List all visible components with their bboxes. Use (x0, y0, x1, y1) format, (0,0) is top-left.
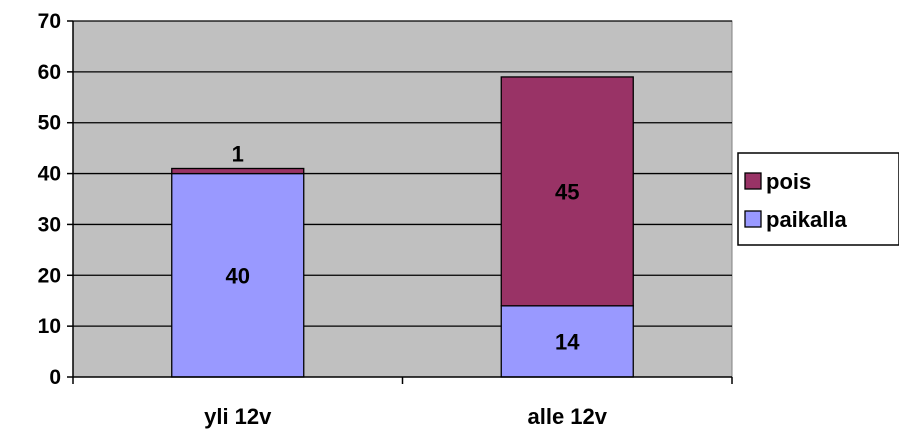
data-label-pois-0: 1 (232, 141, 244, 166)
legend-swatch-paikalla (744, 210, 762, 228)
y-tick-label-70: 70 (38, 10, 61, 33)
bars (171, 76, 634, 378)
legend: pois paikalla (737, 152, 899, 246)
data-labels: 40 1 14 45 (226, 141, 581, 354)
legend-box (737, 152, 899, 246)
y-tick-label-20: 20 (38, 264, 61, 287)
data-label-paikalla-1: 14 (555, 329, 580, 354)
y-tick-label-30: 30 (38, 213, 61, 236)
legend-swatch-pois (744, 172, 762, 190)
x-tick-label-0: yli 12v (204, 404, 272, 429)
y-tick-label-10: 10 (38, 315, 61, 338)
bar-pois-1 (500, 76, 634, 307)
bar-pois-0 (171, 167, 305, 175)
legend-label-paikalla: paikalla (766, 207, 847, 232)
bar-paikalla-0 (171, 172, 305, 378)
x-tick-label-1: alle 12v (527, 404, 607, 429)
legend-label-pois: pois (766, 169, 811, 194)
y-tick-label-40: 40 (38, 163, 61, 186)
data-label-paikalla-0: 40 (226, 263, 250, 288)
y-axis-ticks: 0 10 20 30 40 50 60 70 (38, 10, 73, 389)
y-tick-label-60: 60 (38, 61, 61, 84)
x-axis-ticks: yli 12v alle 12v (72, 377, 733, 429)
y-tick-label-0: 0 (49, 366, 61, 389)
data-label-pois-1: 45 (555, 179, 579, 204)
y-tick-label-50: 50 (38, 112, 61, 135)
